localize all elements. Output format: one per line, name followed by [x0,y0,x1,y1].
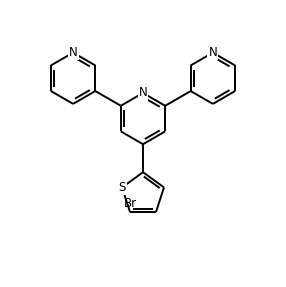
Text: N: N [208,46,217,59]
Text: N: N [69,46,78,59]
Text: S: S [118,181,126,194]
Text: N: N [139,86,147,100]
Text: Br: Br [124,197,137,210]
